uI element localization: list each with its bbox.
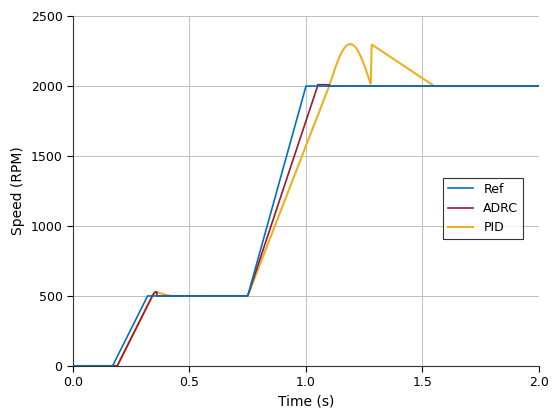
PID bbox=[154, 290, 161, 295]
PID bbox=[69, 363, 76, 368]
ADRC bbox=[349, 84, 356, 89]
PID bbox=[373, 45, 380, 50]
Ref bbox=[154, 294, 161, 299]
Ref bbox=[302, 84, 309, 89]
Legend: Ref, ADRC, PID: Ref, ADRC, PID bbox=[444, 178, 524, 239]
X-axis label: Time (s): Time (s) bbox=[278, 395, 334, 409]
ADRC bbox=[535, 84, 542, 89]
Ref bbox=[248, 281, 254, 286]
ADRC bbox=[417, 84, 424, 89]
Line: PID: PID bbox=[73, 44, 539, 366]
Ref bbox=[373, 84, 380, 89]
Line: Ref: Ref bbox=[73, 86, 539, 366]
ADRC bbox=[154, 294, 161, 299]
PID bbox=[349, 42, 356, 47]
PID bbox=[248, 285, 254, 290]
ADRC bbox=[69, 363, 76, 368]
PID bbox=[347, 42, 353, 47]
PID bbox=[417, 75, 424, 80]
Y-axis label: Speed (RPM): Speed (RPM) bbox=[11, 147, 25, 235]
Ref bbox=[69, 363, 76, 368]
Ref bbox=[417, 84, 424, 89]
PID bbox=[535, 84, 542, 89]
PID bbox=[453, 84, 460, 89]
ADRC bbox=[314, 82, 321, 87]
Ref bbox=[453, 84, 460, 89]
Ref bbox=[349, 84, 356, 89]
ADRC bbox=[248, 284, 254, 289]
ADRC bbox=[373, 84, 380, 89]
Line: ADRC: ADRC bbox=[73, 85, 539, 366]
ADRC bbox=[453, 84, 460, 89]
Ref bbox=[535, 84, 542, 89]
